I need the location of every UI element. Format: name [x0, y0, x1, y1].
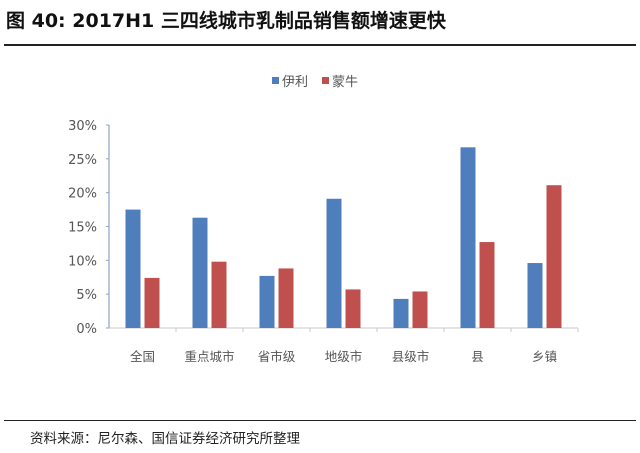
y-tick-label: 20% — [68, 187, 97, 202]
bar-chart: 0% 5% 10% 15% 20% 25% 30% 全国 重点城市 省市级 地级市 县级市 县 乡镇 伊利 蒙… — [68, 75, 579, 364]
x-tick-label: 省市级 — [258, 349, 296, 364]
figure-title: 图 40: 2017H1 三四线城市乳制品销售额增速更快 — [6, 10, 446, 32]
bar-伊利-县级市 — [393, 298, 409, 328]
bar-伊利-省市级 — [259, 275, 275, 328]
bar-伊利-重点城市 — [192, 217, 208, 328]
y-tick-label: 30% — [68, 119, 97, 134]
y-tick-label: 15% — [68, 221, 97, 236]
x-tick-label: 全国 — [130, 349, 155, 364]
bar-蒙牛-重点城市 — [211, 261, 227, 328]
bar-伊利-地级市 — [326, 198, 342, 328]
source-note: 资料来源：尼尔森、国信证券经济研究所整理 — [30, 431, 300, 447]
top-divider — [4, 44, 636, 46]
bar-伊利-全国 — [125, 209, 141, 328]
bar-伊利-乡镇 — [527, 263, 543, 328]
bottom-divider — [4, 420, 636, 421]
x-tick-label: 乡镇 — [532, 349, 557, 364]
bar-蒙牛-省市级 — [278, 268, 294, 328]
bar-蒙牛-乡镇 — [546, 185, 562, 328]
x-tick-label: 县级市 — [392, 349, 430, 364]
bar-伊利-县 — [460, 147, 476, 328]
legend-swatch-伊利 — [272, 77, 279, 84]
y-tick-label: 5% — [76, 288, 97, 303]
x-tick-label: 重点城市 — [184, 349, 234, 364]
bar-蒙牛-县级市 — [412, 291, 428, 328]
legend-label: 蒙牛 — [332, 75, 358, 90]
y-tick-label: 0% — [76, 322, 97, 337]
y-tick-label: 10% — [68, 254, 97, 269]
x-tick-label: 县 — [471, 349, 484, 364]
bar-蒙牛-全国 — [144, 277, 160, 328]
legend-swatch-蒙牛 — [322, 77, 329, 84]
legend-label: 伊利 — [282, 75, 308, 90]
y-tick-label: 25% — [68, 153, 97, 168]
x-tick-label: 地级市 — [325, 349, 363, 364]
bar-蒙牛-地级市 — [345, 289, 361, 328]
bar-蒙牛-县 — [479, 242, 495, 328]
